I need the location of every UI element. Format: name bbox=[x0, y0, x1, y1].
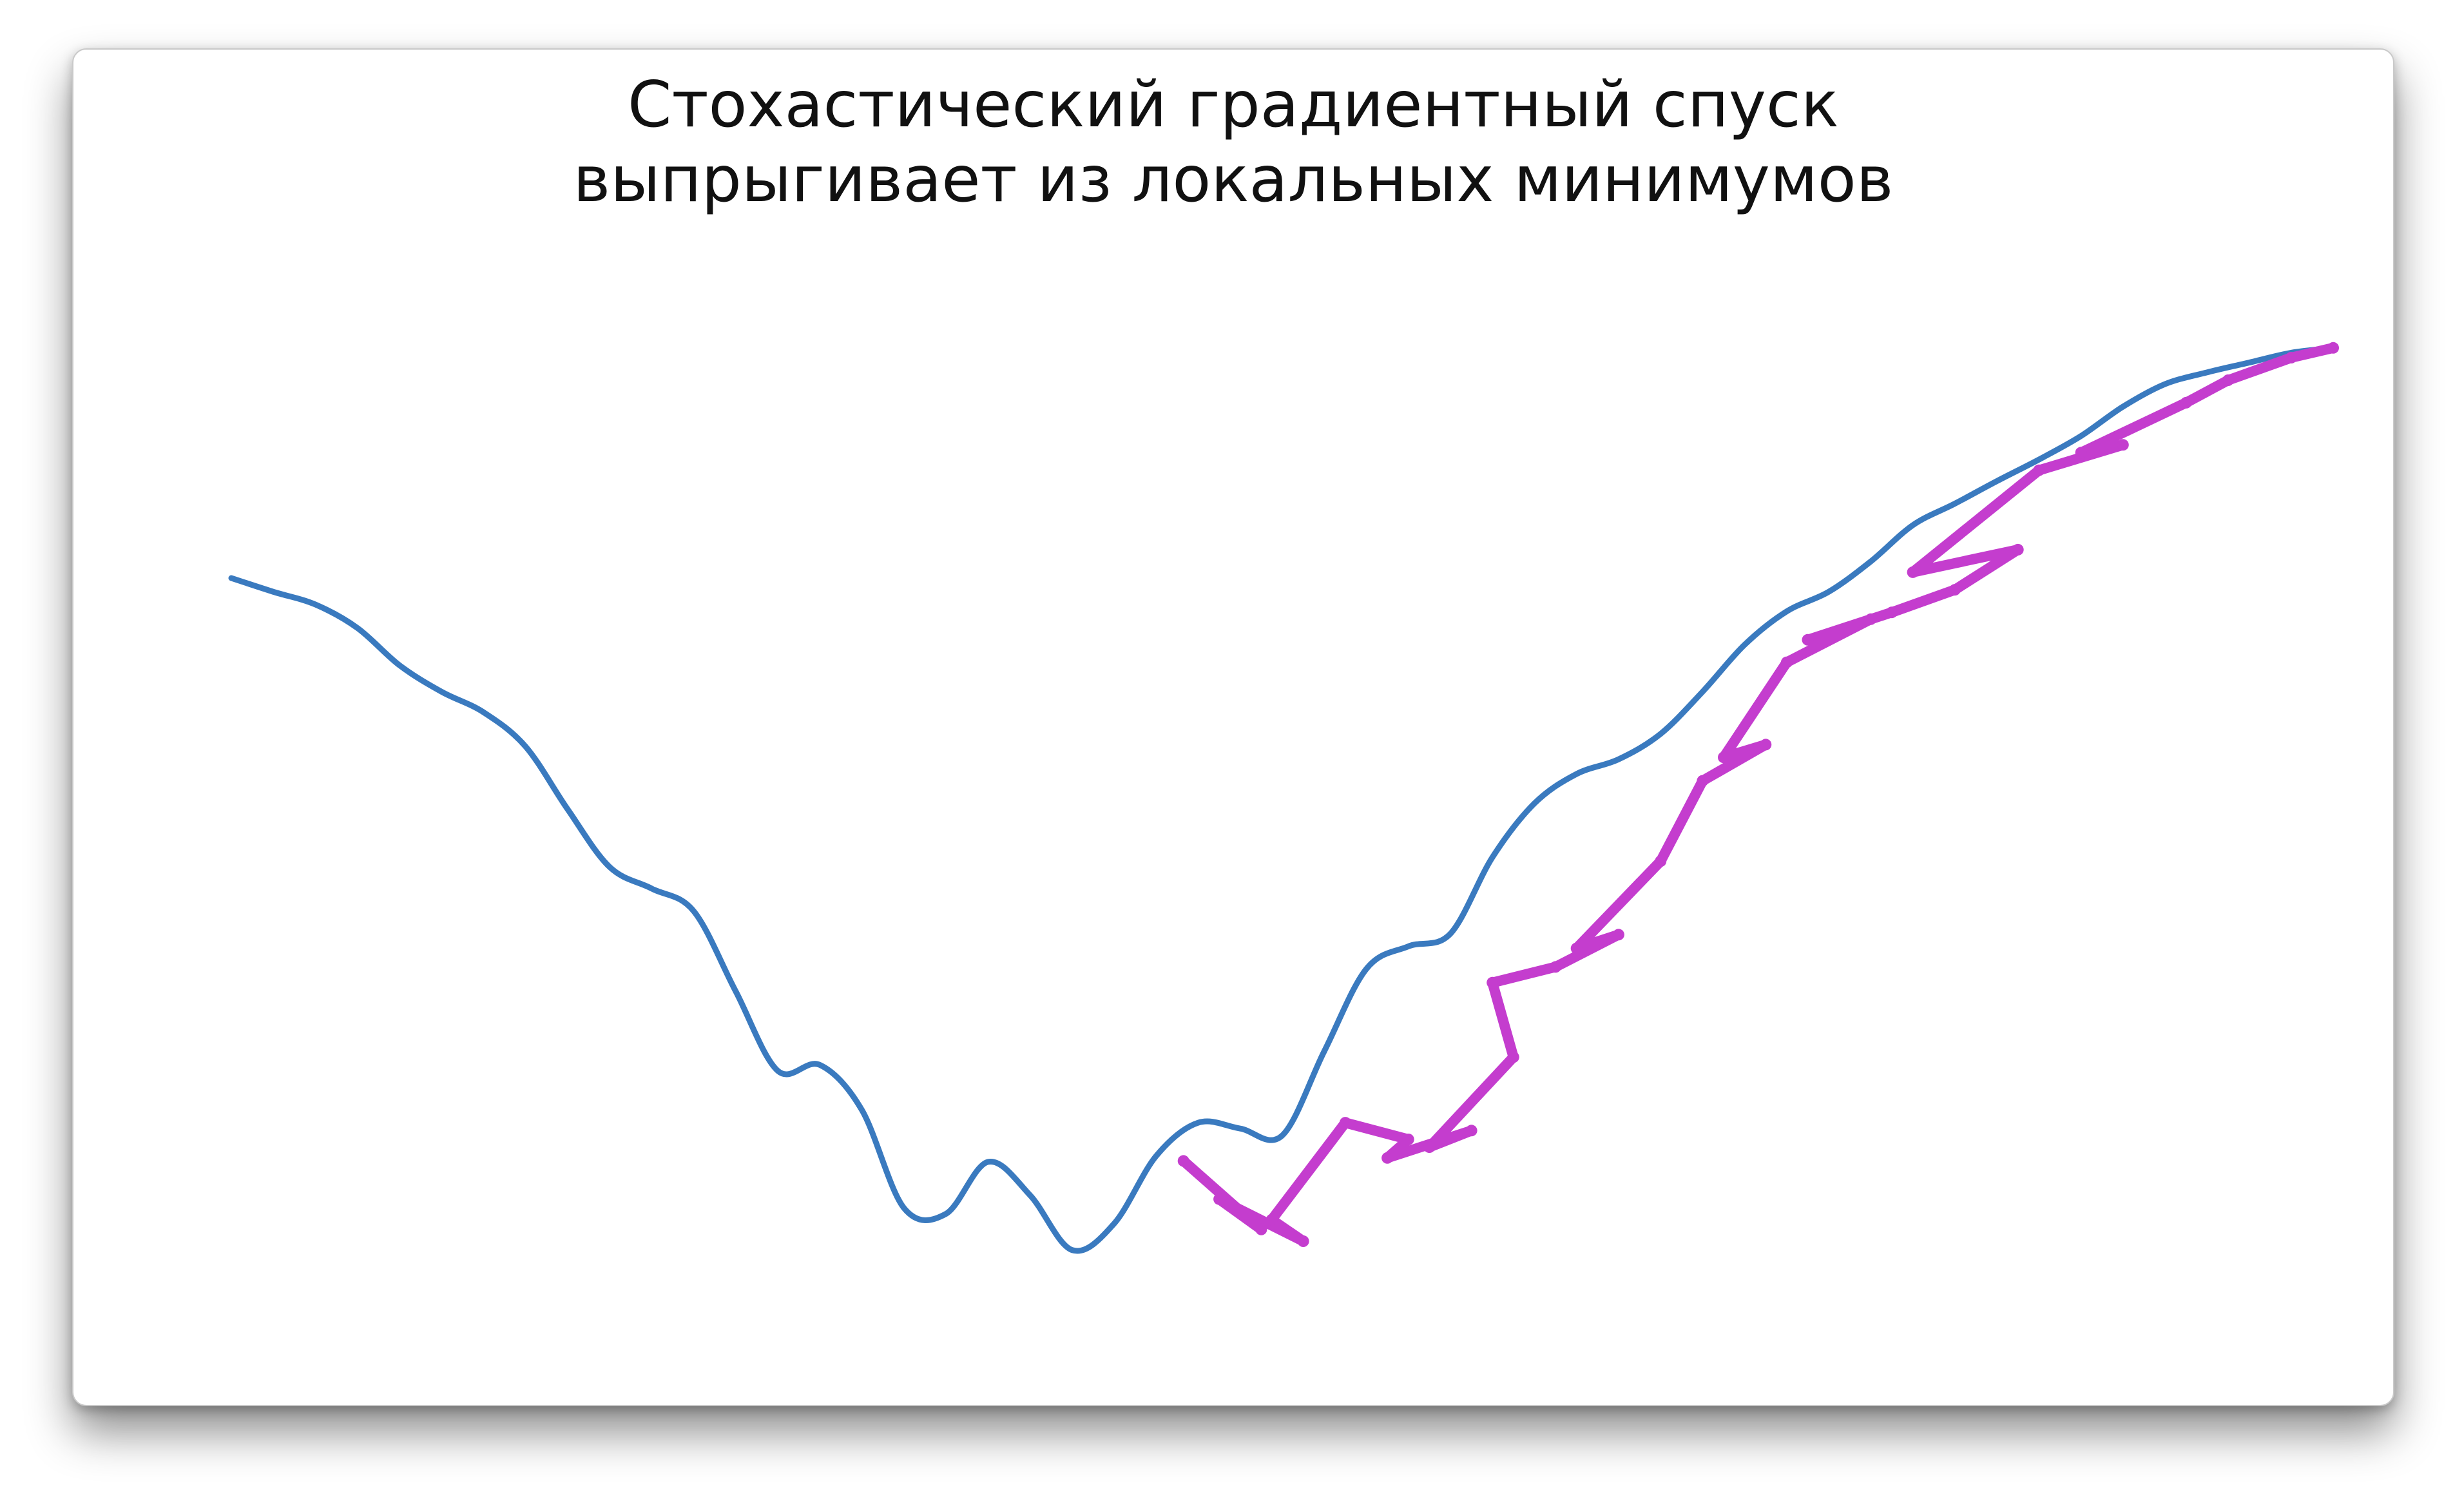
sgd-step-point bbox=[2117, 439, 2129, 451]
loss-curve-line bbox=[228, 345, 2336, 1254]
chart-title-line-1: Стохастический градиентный спуск bbox=[628, 68, 1839, 142]
sgd-step-point bbox=[1177, 1155, 1189, 1167]
sgd-step-point bbox=[2222, 374, 2234, 386]
sgd-step-point bbox=[1718, 751, 1729, 764]
sgd-step-point bbox=[2327, 342, 2339, 354]
sgd-step-point bbox=[1780, 656, 1793, 668]
sgd-step-point bbox=[1266, 1214, 1278, 1226]
sgd-step-point bbox=[2033, 464, 2045, 476]
sgd-step-point bbox=[1297, 1235, 1309, 1247]
sgd-step-point bbox=[1886, 606, 1898, 619]
chart-title-line-2: выпрыгивает из локальных минимумов bbox=[573, 143, 1894, 217]
sgd-step-point bbox=[1865, 613, 1877, 625]
sgd-step-point bbox=[2012, 543, 2024, 556]
sgd-step-point bbox=[1949, 584, 1961, 596]
sgd-step-point bbox=[1570, 942, 1583, 954]
sgd-trajectory-line bbox=[1178, 342, 2338, 1246]
sgd-step-point bbox=[1465, 1125, 1477, 1137]
sgd-step-point bbox=[2180, 396, 2192, 409]
sgd-step-point bbox=[1802, 633, 1814, 646]
sgd-step-point bbox=[1697, 775, 1709, 787]
chart-title: Стохастический градиентный спуск выпрыги… bbox=[73, 68, 2393, 217]
plot-area bbox=[228, 342, 2339, 1254]
sgd-step-point bbox=[2075, 447, 2087, 459]
sgd-step-point bbox=[1612, 929, 1624, 941]
sgd-step-point bbox=[1655, 855, 1667, 867]
sgd-step-point bbox=[1423, 1141, 1436, 1154]
chart-window: Стохастический градиентный спуск выпрыги… bbox=[72, 48, 2394, 1406]
sgd-step-point bbox=[1255, 1223, 1267, 1235]
sgd-step-point bbox=[1550, 961, 1562, 973]
sgd-step-point bbox=[1381, 1152, 1394, 1164]
sgd-step-point bbox=[1402, 1134, 1414, 1145]
sgd-step-point bbox=[2285, 352, 2297, 363]
sgd-step-point bbox=[1760, 739, 1772, 751]
sgd-step-point bbox=[1507, 1051, 1519, 1063]
sgd-step-point bbox=[1339, 1117, 1351, 1129]
sgd-step-point bbox=[1487, 976, 1499, 989]
sgd-step-point bbox=[1907, 566, 1919, 578]
sgd-step-point bbox=[1213, 1193, 1226, 1205]
